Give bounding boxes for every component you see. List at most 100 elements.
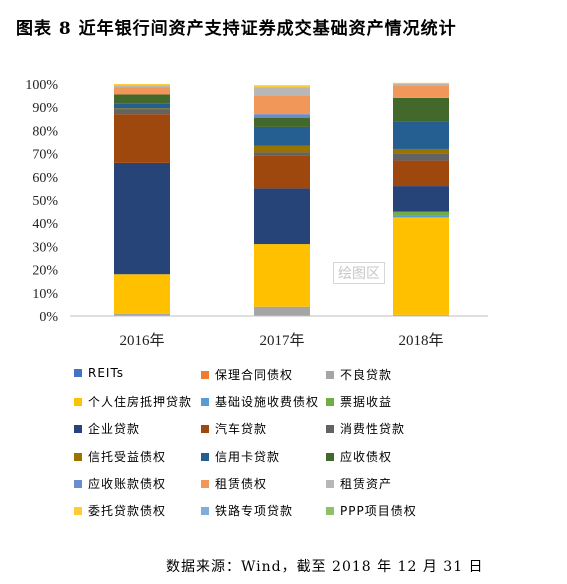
bar-stack <box>114 84 170 316</box>
legend-item: 铁路专项贷款 <box>201 502 293 519</box>
bar-segment <box>254 87 310 96</box>
bar-segment <box>114 108 170 110</box>
y-tick-label: 80% <box>32 124 58 139</box>
legend-item: 企业贷款 <box>74 420 140 437</box>
legend-item: 租赁债权 <box>201 475 267 492</box>
bar-segment <box>393 215 449 218</box>
legend-item: 消费性贷款 <box>326 420 405 437</box>
bar-stacks <box>114 82 449 316</box>
legend-swatch <box>326 507 334 515</box>
y-tick-label: 90% <box>32 101 58 116</box>
bar-segment <box>254 114 310 118</box>
bar-segment <box>254 85 310 88</box>
y-axis-ticks: 0% 10% 20% 30% 40% 50% 60% 70% 80% 90% 100% <box>25 78 58 325</box>
y-tick-label: 100% <box>25 78 58 93</box>
legend-item: 信用卡贷款 <box>201 448 280 465</box>
legend-swatch <box>74 479 82 488</box>
stacked-bar-chart: 0%10%20%30%40%50%60%70%80%90%100% 2016年 2… <box>25 78 488 349</box>
legend-item: 票据收益 <box>326 393 392 410</box>
legend-item: 应收账款债权 <box>74 475 166 492</box>
bar-segment <box>393 148 449 154</box>
legend-swatch <box>74 507 82 515</box>
bar-segment <box>393 84 449 86</box>
legend-swatch <box>326 425 334 434</box>
bar-segment <box>114 274 170 314</box>
figure-title: 图表 8 近年银行间资产支持证券成交基础资产情况统计 <box>16 19 457 39</box>
bar-segment <box>114 94 170 104</box>
legend-swatch <box>326 371 334 379</box>
legend-label: 铁路专项贷款 <box>215 504 294 518</box>
legend-label: 委托贷款债权 <box>88 504 167 518</box>
legend-label: 消费性贷款 <box>340 422 406 437</box>
legend-label: 不良贷款 <box>340 368 393 382</box>
bar-segment <box>393 160 449 187</box>
bar-segment <box>254 117 310 127</box>
data-source-note: 数据来源：Wind，截至 2018 年 12 月 31 日 <box>166 559 484 575</box>
legend-swatch <box>326 452 334 461</box>
legend-label: REITs <box>88 366 125 380</box>
legend-swatch <box>74 398 82 407</box>
legend-item: 汽车贷款 <box>201 420 267 437</box>
y-tick-label: 60% <box>32 171 58 186</box>
y-tick-label: 70% <box>32 148 58 163</box>
bar-segment <box>393 153 449 161</box>
bar-segment <box>254 188 310 245</box>
legend-item: 委托贷款债权 <box>74 502 166 519</box>
bar-segment <box>393 85 449 98</box>
legend-label: 信用卡贷款 <box>215 449 281 464</box>
legend-item: 应收债权 <box>326 448 392 465</box>
legend-label: 保理合同债权 <box>215 368 294 382</box>
legend-item: 个人住房抵押贷款 <box>74 393 192 410</box>
bar-segment <box>114 85 170 88</box>
legend-item: REITs <box>74 366 124 380</box>
bar-segment <box>114 162 170 275</box>
legend-swatch <box>201 425 209 434</box>
legend-item: 租赁资产 <box>326 475 392 492</box>
legend-label: 票据收益 <box>340 395 393 410</box>
x-axis-ticks: 2016年 2017年 2018年 <box>119 332 443 349</box>
legend-label: 基础设施收费债权 <box>215 395 320 410</box>
bar-segment <box>393 217 449 315</box>
bar-segment <box>254 306 310 316</box>
bar-segment <box>114 313 170 316</box>
bar-segment <box>393 121 449 149</box>
legend-swatch <box>74 425 82 434</box>
legend-swatch <box>201 452 209 461</box>
bar-segment <box>254 155 310 189</box>
legend-swatch <box>201 371 209 379</box>
bar-segment <box>254 244 310 307</box>
bar-segment <box>114 87 170 95</box>
legend-item: 基础设施收费债权 <box>201 393 319 410</box>
bar-segment <box>254 95 310 115</box>
bar-segment <box>254 126 310 146</box>
y-tick-label: 40% <box>32 217 58 232</box>
legend-label: PPP项目债权 <box>340 504 417 518</box>
legend-swatch <box>326 398 334 407</box>
bar-segment <box>393 186 449 212</box>
legend-swatch <box>74 369 82 377</box>
bar-segment <box>114 84 170 86</box>
bar-segment <box>393 211 449 216</box>
bar-stack <box>393 82 449 316</box>
legend-label: 租赁资产 <box>340 476 393 491</box>
y-tick-label: 0% <box>39 310 58 325</box>
x-tick-label: 2017年 <box>259 332 304 349</box>
x-tick-label: 2016年 <box>119 332 164 349</box>
legend-label: 企业贷款 <box>88 422 141 437</box>
y-tick-label: 50% <box>32 194 58 209</box>
legend-label: 汽车贷款 <box>215 422 268 437</box>
legend-swatch <box>201 507 209 515</box>
bar-segment <box>393 314 449 316</box>
bar-segment <box>114 109 170 115</box>
legend-swatch <box>326 479 334 488</box>
legend-swatch <box>201 479 209 488</box>
bar-segment <box>114 103 170 109</box>
bar-segment <box>393 82 449 84</box>
legend-item: PPP项目债权 <box>326 502 417 519</box>
legend-label: 租赁债权 <box>215 476 268 491</box>
legend-swatch <box>201 398 209 407</box>
legend-swatch <box>74 452 82 461</box>
bar-segment <box>254 152 310 156</box>
y-tick-label: 10% <box>32 287 58 302</box>
legend-label: 个人住房抵押贷款 <box>88 395 193 410</box>
